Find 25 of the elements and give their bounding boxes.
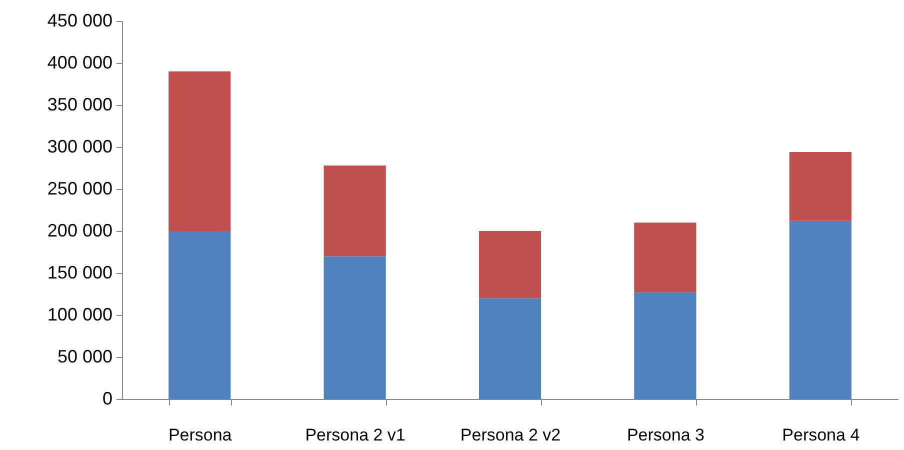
y-tick-label: 450 000: [47, 10, 112, 30]
x-tick-label: Persona 2 v1: [305, 426, 406, 444]
y-tick-label: 250 000: [47, 178, 112, 198]
y-tick-label: 350 000: [47, 94, 112, 114]
bar: [168, 231, 231, 399]
bar: [478, 298, 542, 399]
x-tick-label: Persona 4: [782, 426, 860, 444]
bar: [634, 222, 696, 292]
y-tick-label: 400 000: [47, 52, 112, 72]
bar: [324, 165, 386, 256]
bar: [168, 71, 231, 231]
y-tick-label: 200 000: [47, 220, 112, 240]
bar: [789, 220, 852, 399]
y-tick-label: 300 000: [47, 136, 112, 156]
bar: [634, 292, 696, 399]
y-tick-label: 50 000: [57, 346, 112, 366]
x-tick-label: Persona 2 v2: [460, 426, 561, 444]
y-tick-label: 150 000: [47, 262, 112, 282]
bar: [478, 231, 542, 298]
x-tick-label: Persona 3: [626, 426, 704, 444]
y-tick-label: 100 000: [47, 304, 112, 324]
bar: [324, 256, 386, 399]
x-tick-label: Persona: [168, 426, 232, 444]
bar: [789, 152, 852, 221]
y-tick-label: 0: [102, 388, 112, 408]
